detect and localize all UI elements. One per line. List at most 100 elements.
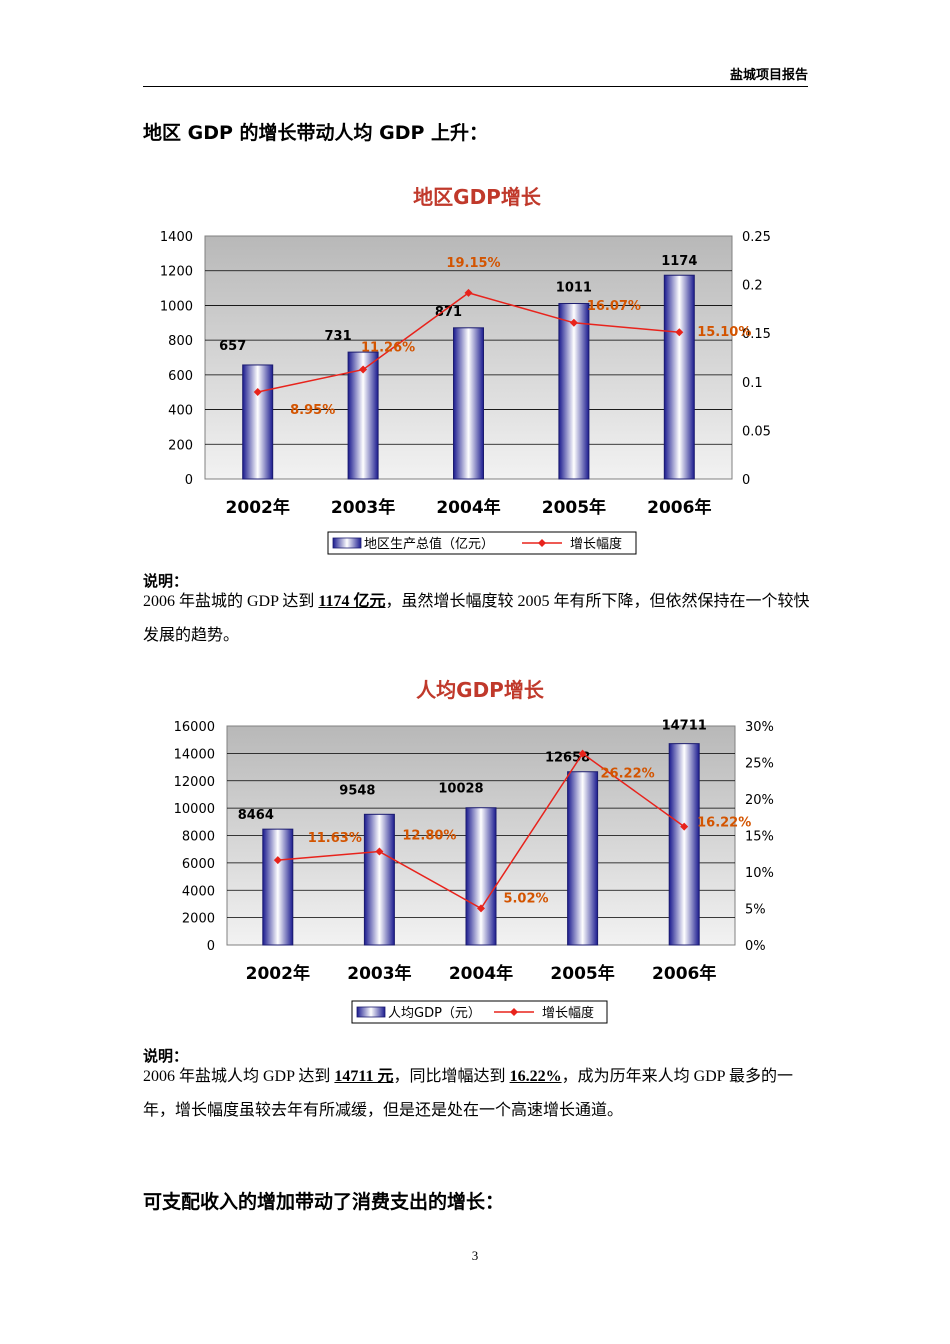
bar-value-label: 10028 bbox=[438, 782, 483, 797]
y-tick-label: 800 bbox=[168, 334, 193, 349]
section-heading-gdp: 地区 GDP 的增长带动人均 GDP 上升： bbox=[143, 122, 489, 144]
y2-tick-label: 20% bbox=[745, 793, 774, 808]
x-tick-label: 2002年 bbox=[246, 963, 310, 984]
note-text-2: 2006 年盐城人均 GDP 达到 14711 元，同比增幅达到 16.22%，… bbox=[143, 1060, 811, 1128]
legend-line-label: 增长幅度 bbox=[542, 1005, 594, 1021]
legend-bar-label: 人均GDP（元） bbox=[388, 1006, 481, 1021]
note2-mid: ，同比增幅达到 bbox=[393, 1068, 510, 1085]
y-tick-label: 8000 bbox=[182, 830, 215, 845]
y-tick-label: 0 bbox=[185, 473, 193, 488]
page-number: 3 bbox=[471, 1248, 479, 1263]
growth-value-label: 5.02% bbox=[503, 891, 548, 906]
y2-tick-label: 5% bbox=[745, 903, 766, 918]
legend-bar-swatch bbox=[356, 1006, 386, 1018]
x-tick-label: 2005年 bbox=[550, 963, 614, 984]
legend-box bbox=[351, 1000, 608, 1024]
y2-tick-label: 0.15 bbox=[742, 327, 771, 342]
y-tick-label: 4000 bbox=[182, 884, 215, 899]
legend-line-marker bbox=[510, 1008, 518, 1016]
growth-marker bbox=[675, 328, 684, 337]
y-tick-label: 0 bbox=[207, 939, 215, 954]
y2-tick-label: 0.2 bbox=[742, 279, 763, 294]
legend-bar-swatch bbox=[332, 537, 362, 549]
growth-value-label: 16.22% bbox=[697, 816, 751, 831]
y-tick-label: 10000 bbox=[174, 802, 215, 817]
y2-tick-label: 0.05 bbox=[742, 424, 771, 439]
section-heading-income: 可支配收入的增加带动了消费支出的增长： bbox=[143, 1191, 505, 1213]
note1-highlight: 1174 亿元 bbox=[318, 593, 386, 610]
per-capita-gdp-chart: 人均GDP增长 0 2000 4000 6000 8000 10000 12000 14000 1… bbox=[174, 678, 774, 1024]
y-tick-label: 14000 bbox=[174, 747, 215, 762]
legend-bar-label: 地区生产总值（亿元） bbox=[364, 536, 494, 552]
note1-post: ，虽然增长幅度较 2005 年有所下降，但依然保持在一个较快发展的趋势。 bbox=[143, 593, 810, 644]
y-tick-label: 1400 bbox=[160, 230, 193, 245]
x-tick-label: 2006年 bbox=[647, 497, 711, 518]
bar bbox=[453, 327, 484, 480]
growth-value-label: 15.10% bbox=[697, 325, 751, 340]
chart-title: 人均GDP增长 bbox=[416, 678, 545, 702]
bar-value-label: 657 bbox=[219, 339, 246, 354]
growth-marker bbox=[477, 904, 485, 913]
y-tick-label: 600 bbox=[168, 369, 193, 384]
growth-value-label: 19.15% bbox=[446, 256, 500, 271]
growth-marker bbox=[375, 847, 384, 856]
header-title: 盐城项目报告 bbox=[729, 68, 808, 83]
bar-value-label: 12658 bbox=[545, 751, 590, 766]
bar-value-label: 871 bbox=[435, 305, 462, 320]
note-label-1: 说明： bbox=[143, 572, 189, 590]
growth-value-label: 11.63% bbox=[308, 831, 362, 846]
growth-marker bbox=[464, 288, 473, 297]
y2-tick-label: 0% bbox=[745, 939, 766, 954]
growth-marker bbox=[578, 749, 587, 758]
growth-value-label: 11.26% bbox=[361, 341, 415, 356]
y-tick-label: 400 bbox=[168, 404, 193, 419]
growth-value-label: 26.22% bbox=[601, 767, 655, 782]
growth-marker bbox=[680, 822, 689, 831]
bar bbox=[567, 771, 599, 946]
y-tick-label: 6000 bbox=[182, 857, 215, 872]
bar bbox=[242, 364, 274, 480]
growth-marker bbox=[253, 388, 262, 397]
chart-title: 地区GDP增长 bbox=[413, 185, 542, 209]
y2-tick-label: 10% bbox=[745, 866, 774, 881]
note2-highlight-value: 14711 元 bbox=[334, 1068, 394, 1085]
bar bbox=[465, 807, 497, 946]
legend-line-marker bbox=[538, 539, 546, 547]
note2-post: ，成为历年来人均 GDP 最多的一年，增长幅度虽较去年有所减缓，但是还是处在一个… bbox=[143, 1068, 793, 1119]
bar-value-label: 1011 bbox=[556, 281, 592, 296]
growth-marker bbox=[569, 318, 578, 327]
bar bbox=[668, 743, 700, 946]
regional-gdp-chart: 地区GDP增长 0 200 400 600 800 1000 1200 1400 0 0.05 0.1… bbox=[160, 185, 771, 555]
legend-box bbox=[327, 531, 637, 555]
bar bbox=[663, 274, 695, 480]
note2-pre: 2006 年盐城人均 GDP 达到 bbox=[143, 1068, 335, 1085]
y2-tick-label: 0 bbox=[742, 473, 750, 488]
bar-value-label: 1174 bbox=[661, 254, 697, 269]
y-tick-label: 12000 bbox=[174, 775, 215, 790]
bar bbox=[363, 813, 395, 946]
y-tick-label: 1000 bbox=[160, 299, 193, 314]
growth-value-label: 16.07% bbox=[587, 299, 641, 314]
note2-highlight-rate: 16.22% bbox=[509, 1068, 562, 1085]
note-label-2: 说明： bbox=[143, 1047, 189, 1065]
page-header: 盐城项目报告 bbox=[143, 66, 808, 87]
note-text-1: 2006 年盐城的 GDP 达到 1174 亿元，虽然增长幅度较 2005 年有… bbox=[143, 585, 811, 653]
bar bbox=[558, 303, 590, 480]
x-tick-label: 2003年 bbox=[331, 497, 395, 518]
growth-value-label: 8.95% bbox=[290, 403, 335, 418]
y-tick-label: 16000 bbox=[174, 720, 215, 735]
y-tick-label: 1200 bbox=[160, 265, 193, 280]
bar-value-label: 14711 bbox=[662, 719, 707, 734]
y2-tick-label: 25% bbox=[745, 757, 774, 772]
note1-pre: 2006 年盐城的 GDP 达到 bbox=[143, 593, 319, 610]
y2-tick-label: 0.1 bbox=[742, 376, 763, 391]
bar bbox=[262, 828, 294, 946]
y2-tick-label: 30% bbox=[745, 720, 774, 735]
x-tick-label: 2003年 bbox=[347, 963, 411, 984]
bar-value-label: 731 bbox=[325, 329, 352, 344]
growth-value-label: 12.80% bbox=[402, 829, 456, 844]
y2-tick-label: 15% bbox=[745, 830, 774, 845]
x-tick-label: 2006年 bbox=[652, 963, 716, 984]
y-tick-label: 200 bbox=[168, 438, 193, 453]
